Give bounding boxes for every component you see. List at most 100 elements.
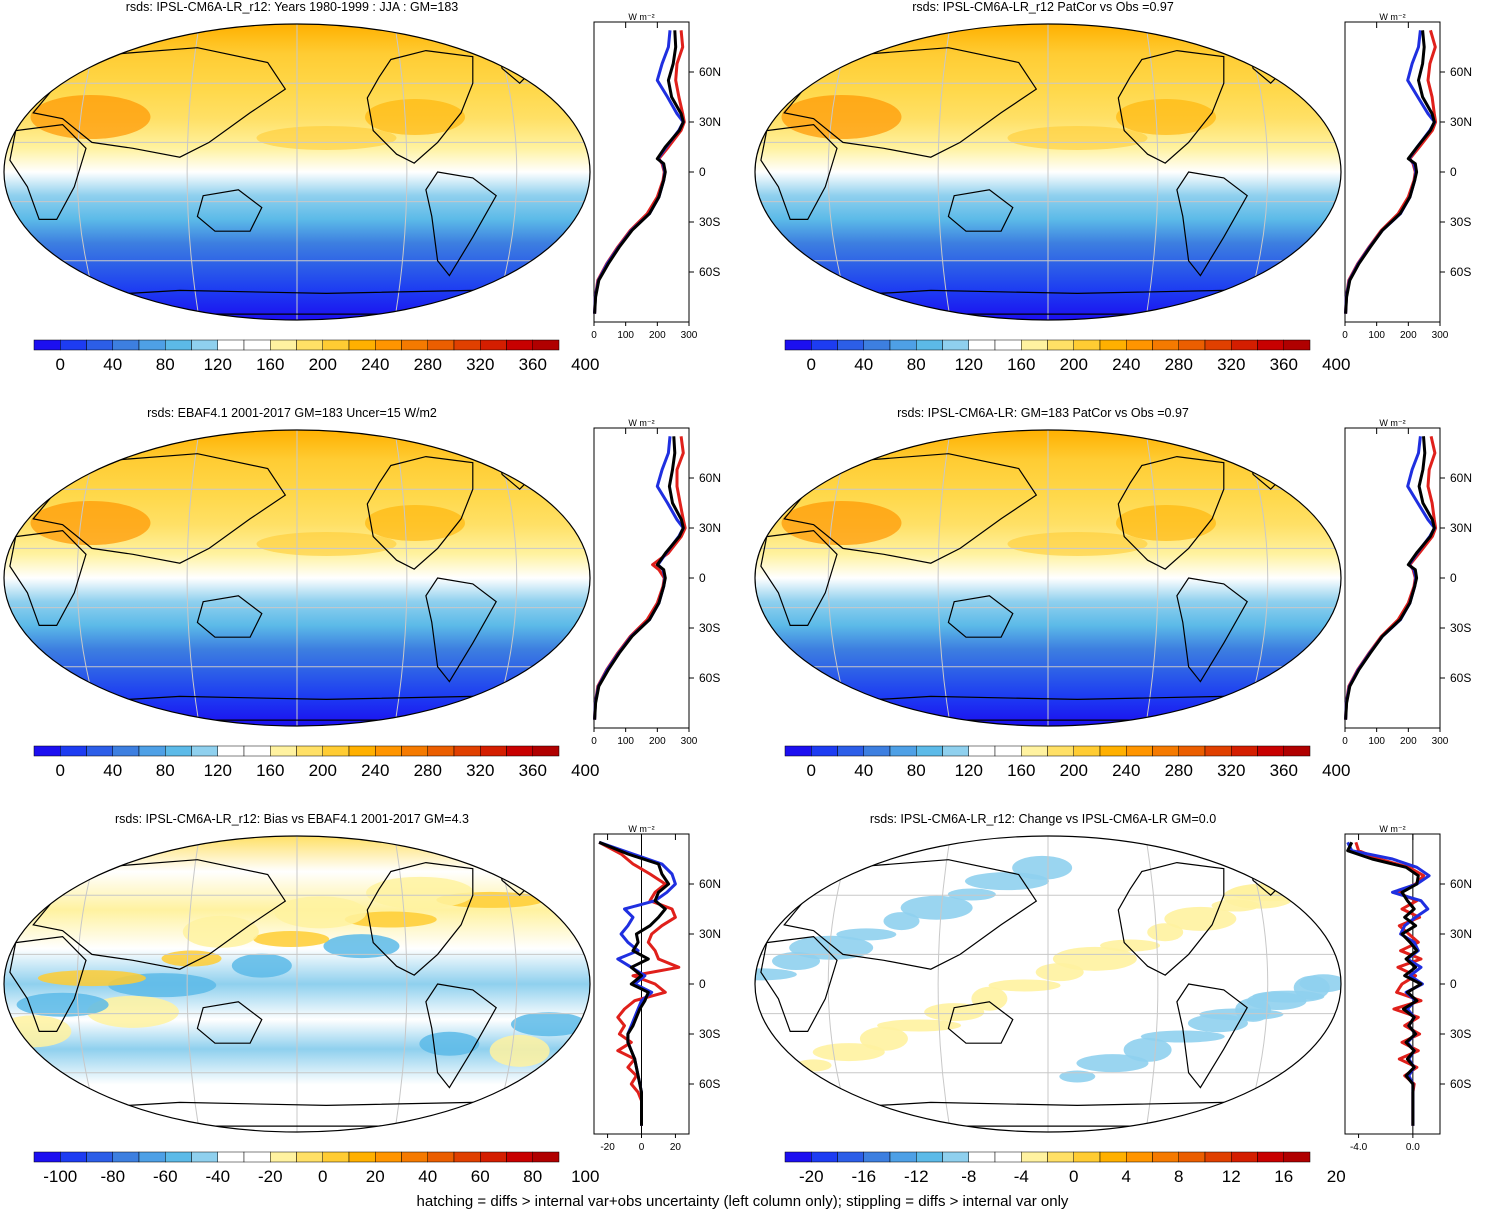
colorbar-tick-label: -20 — [258, 1167, 283, 1186]
colorbar-swatch — [112, 339, 140, 351]
colorbar-swatch — [480, 1151, 507, 1163]
colorbar-tick-label: 80 — [907, 761, 926, 780]
colorbar-swatch — [811, 339, 838, 351]
land-outline — [947, 189, 1014, 232]
colorbar-tick-label: -100 — [43, 1167, 77, 1186]
profile-y-tick-label: 60S — [699, 671, 720, 685]
zonal-profile: W m⁻² 0 100 200 300 60N 30N 0 30S 60S — [591, 12, 721, 341]
colorbar-tick-label: 280 — [1165, 355, 1193, 374]
colorbar-swatch — [1204, 339, 1232, 351]
bias-patch — [182, 915, 259, 948]
colorbar-tick-label: 120 — [955, 761, 983, 780]
colorbar-swatch — [60, 745, 87, 757]
colorbar-swatch — [60, 339, 87, 351]
colorbar-tick-label: 20 — [366, 1167, 385, 1186]
panel-4: rsds: IPSL-CM6A-LR: GM=183 PatCor vs Obs… — [754, 406, 1472, 780]
colorbar-swatch — [453, 745, 481, 757]
land-outline — [760, 529, 838, 626]
profile-units: W m⁻² — [628, 824, 654, 834]
colorbar-swatch — [916, 745, 943, 757]
colorbar-swatch — [191, 745, 218, 757]
colorbar-tick-label: 280 — [1165, 761, 1193, 780]
anomaly-patch — [789, 935, 874, 960]
profile-y-tick-label: 30N — [699, 115, 721, 129]
colorbar-swatch — [1047, 745, 1074, 757]
zonal-profile: W m⁻² -20 0 20 60N 30N 0 30S 60S — [593, 824, 721, 1153]
colorbar-tick-label: 240 — [361, 761, 389, 780]
colorbar-swatch — [427, 339, 455, 351]
anomaly-patch — [1275, 866, 1336, 891]
colorbar-tick-label: 360 — [1270, 761, 1298, 780]
colorbar-swatch — [1152, 339, 1179, 351]
high-value-patch — [1116, 99, 1216, 135]
colorbar-swatch — [942, 339, 969, 351]
colorbar-swatch — [401, 745, 428, 757]
anomaly-patch — [1147, 923, 1184, 942]
anomaly-patch — [812, 1043, 885, 1062]
colorbar-swatch — [480, 745, 507, 757]
profile-y-tick-label: 30S — [1450, 621, 1471, 635]
high-value-patch — [365, 505, 465, 541]
colorbar-tick-label: 120 — [955, 355, 983, 374]
colorbar-swatch — [375, 1151, 402, 1163]
colorbar-swatch — [1178, 339, 1206, 351]
colorbar-tick-label: -80 — [100, 1167, 125, 1186]
panel-title: rsds: IPSL-CM6A-LR: GM=183 PatCor vs Obs… — [897, 406, 1189, 420]
bias-patch — [4, 872, 34, 889]
colorbar-tick-label: -20 — [799, 1167, 824, 1186]
anomaly-patch — [971, 986, 1008, 1011]
colorbar-swatch — [863, 1151, 891, 1163]
longitude-line — [394, 24, 408, 320]
colorbar-swatch — [994, 339, 1022, 351]
anomaly-patch — [772, 952, 821, 971]
bias-patch — [489, 1034, 550, 1067]
profile-y-tick-label: 60N — [699, 65, 721, 79]
colorbar-tick-label: 120 — [204, 761, 232, 780]
colorbar-swatch — [784, 339, 812, 351]
profile-y-tick-label: 30S — [1450, 215, 1471, 229]
profile-line-model — [598, 840, 671, 1126]
anomaly-patch — [883, 912, 920, 931]
profile-y-tick-label: 60N — [1450, 877, 1472, 891]
profile-units: W m⁻² — [628, 418, 654, 428]
panel-3: rsds: EBAF4.1 2001-2017 GM=183 Uncer=15 … — [3, 406, 721, 780]
colorbar-swatch — [1126, 745, 1153, 757]
colorbar-tick-label: 320 — [1217, 761, 1245, 780]
colorbar-swatch — [863, 339, 891, 351]
colorbar-swatch — [348, 745, 376, 757]
colorbar-swatch — [994, 745, 1022, 757]
profile-line-model — [1344, 436, 1436, 720]
profile-x-tick-label: 300 — [1432, 330, 1449, 341]
profile-y-tick-label: 30S — [699, 215, 720, 229]
map-border — [754, 23, 1342, 321]
longitude-line — [394, 836, 408, 1132]
profile-y-tick-label: 60S — [1450, 671, 1471, 685]
colorbar-swatch — [1021, 745, 1048, 757]
profile-y-tick-label: 30N — [1450, 521, 1472, 535]
profile-x-tick-label: 100 — [1368, 330, 1385, 341]
colorbar-tick-label: 40 — [854, 355, 873, 374]
colorbar-swatch — [1204, 1151, 1232, 1163]
colorbar-tick-label: 0 — [807, 355, 816, 374]
colorbar-swatch — [1204, 745, 1232, 757]
profile-x-tick-label: 200 — [1400, 736, 1417, 747]
colorbar-swatch — [348, 1151, 376, 1163]
colorbar-tick-label: 160 — [256, 355, 284, 374]
colorbar-swatch — [506, 339, 533, 351]
profile-y-tick-label: 30S — [699, 621, 720, 635]
colorbar-swatch — [322, 745, 350, 757]
colorbar-swatch — [375, 339, 402, 351]
colorbar-swatch — [506, 745, 533, 757]
colorbar-swatch — [1152, 745, 1179, 757]
figure-footer-note: hatching = diffs > internal var+obs unce… — [416, 1193, 1069, 1210]
anomaly-patch — [877, 1019, 962, 1032]
colorbar-swatch — [322, 1151, 350, 1163]
profile-frame — [1344, 21, 1441, 323]
colorbar-tick-label: 80 — [156, 355, 175, 374]
colorbar-tick-label: 40 — [103, 761, 122, 780]
colorbar-swatch — [1126, 1151, 1153, 1163]
profile-y-tick-label: 30N — [1450, 927, 1472, 941]
profile-y-tick-label: 60S — [699, 265, 720, 279]
high-value-patch — [30, 95, 151, 139]
longitude-line — [1145, 24, 1159, 320]
